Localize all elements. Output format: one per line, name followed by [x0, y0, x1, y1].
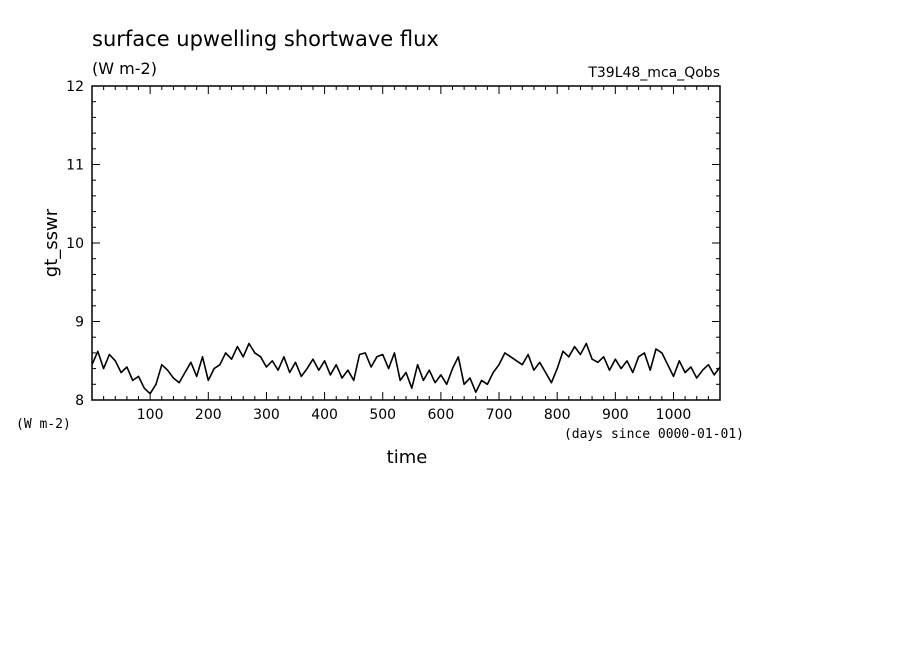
y-tick-label: 10 — [66, 236, 84, 252]
y-tick-label: 8 — [75, 393, 84, 409]
x-units-label: (days since 0000-01-01) — [564, 427, 744, 442]
x-tick-label: 1000 — [656, 407, 692, 423]
x-tick-label: 900 — [602, 407, 629, 423]
x-tick-label: 400 — [311, 407, 338, 423]
series-line — [91, 342, 721, 395]
x-tick-label: 500 — [369, 407, 396, 423]
y-tick-label: 12 — [66, 79, 84, 95]
y-axis-label: gt_sswr — [41, 208, 62, 277]
axis-tick-labels: 100 200 300 400 500 600 700 800 900 1000 8 9 10 11 12 — [66, 79, 691, 423]
experiment-label: T39L48_mca_Qobs — [587, 65, 720, 81]
x-tick-label: 100 — [137, 407, 164, 423]
plot-frame — [91, 85, 721, 401]
chart-title: surface upwelling shortwave flux — [92, 27, 439, 51]
axis-ticks — [92, 86, 720, 400]
x-tick-label: 300 — [253, 407, 280, 423]
x-tick-label: 600 — [428, 407, 455, 423]
plot-area: 100 200 300 400 500 600 700 800 900 1000 8 9 10 11 12 — [66, 79, 721, 423]
series-group — [91, 342, 721, 395]
x-axis-label: time — [387, 447, 428, 468]
x-tick-label: 800 — [544, 407, 571, 423]
chart-units: (W m-2) — [92, 59, 157, 78]
y-units-corner: (W m-2) — [16, 417, 71, 432]
x-tick-label: 200 — [195, 407, 222, 423]
y-tick-label: 11 — [66, 158, 84, 174]
y-tick-label: 9 — [75, 315, 84, 331]
x-tick-label: 700 — [486, 407, 513, 423]
